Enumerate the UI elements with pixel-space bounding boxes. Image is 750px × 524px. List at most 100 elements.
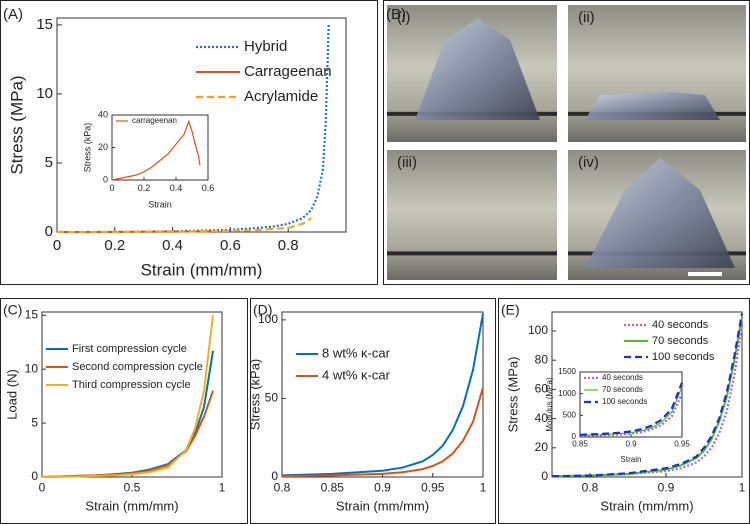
series-line: [281, 387, 484, 478]
y-tick-label: 5: [31, 415, 38, 429]
y-tick-label: 0: [572, 432, 577, 441]
legend-label: 70 seconds: [602, 385, 643, 394]
gel-sample: [415, 18, 540, 120]
x-tick-label: 0.8: [582, 481, 599, 495]
y-tick-label: 40: [98, 109, 108, 119]
y-tick-label: 500: [563, 410, 577, 419]
y-axis-label: Stress (MPa): [505, 357, 520, 433]
x-tick-label: 1: [480, 481, 487, 495]
y-tick-label: 60: [535, 382, 549, 396]
series-line: [57, 217, 312, 234]
y-axis-label: Stress (MPa): [7, 75, 26, 174]
series-line: [579, 393, 684, 437]
panel-label: (D): [253, 302, 272, 318]
x-tick-label: 0.2: [104, 237, 125, 254]
gel-sample: [585, 92, 720, 120]
x-axis-label: Strain: [148, 199, 172, 209]
y-tick-label: 0: [271, 469, 278, 483]
x-axis-label: Strain (mm/mm): [600, 498, 693, 513]
photo-label: (iv): [578, 154, 599, 171]
x-tick-label: 0.6: [220, 237, 241, 254]
photo: [387, 150, 557, 280]
x-tick-label: 0.9: [374, 481, 391, 495]
x-axis-label: Strain (mm/mm): [336, 498, 429, 513]
x-tick-label: 0.4: [170, 183, 183, 193]
x-tick-label: 1: [739, 481, 746, 495]
y-tick-label: 0: [31, 469, 38, 483]
y-tick-label: 20: [98, 142, 108, 152]
legend-label: Second compression cycle: [72, 361, 203, 373]
legend-label: 70 seconds: [652, 335, 709, 347]
inset-area: [579, 371, 683, 438]
panel-label: (B): [386, 6, 406, 23]
photo-label: (i): [397, 9, 410, 26]
x-tick-label: 0.4: [162, 237, 183, 254]
y-tick-label: 100: [258, 312, 278, 326]
y-tick-label: 10: [25, 361, 39, 375]
y-tick-label: 5: [45, 154, 53, 171]
y-tick-label: 0: [45, 223, 53, 240]
x-axis-label: Strain (mm/mm): [141, 260, 263, 279]
y-tick-label: 20: [535, 440, 549, 454]
gel-sample: [585, 158, 735, 268]
plot-area: [41, 311, 223, 478]
y-axis-label: Stress (kPa): [247, 359, 262, 431]
x-tick-label: 0: [109, 183, 114, 193]
legend-label: 100 seconds: [602, 397, 647, 406]
y-tick-label: 40: [535, 411, 549, 425]
legend-label: Third compression cycle: [72, 379, 191, 391]
x-tick-label: 1: [219, 481, 226, 495]
x-tick-label: 0.2: [138, 183, 151, 193]
x-tick-label: 0.95: [421, 481, 445, 495]
legend-label: 4 wt% κ-car: [322, 367, 391, 382]
legend-label: 40 seconds: [602, 373, 643, 382]
photo-label: (iii): [397, 154, 417, 171]
photo-label: (ii): [578, 9, 595, 26]
y-tick-label: 0: [103, 174, 108, 184]
y-tick-label: 10: [36, 85, 53, 102]
x-tick-label: 0.9: [625, 440, 637, 449]
x-axis-label: Strain (mm/mm): [85, 498, 178, 513]
panel-frame: [0, 0, 378, 285]
legend-label: First compression cycle: [72, 343, 187, 355]
series-line: [551, 313, 744, 478]
y-axis-label: Stress (kPa): [82, 123, 92, 173]
y-tick-label: 0: [541, 469, 548, 483]
x-axis-label: Strain: [621, 455, 642, 464]
x-tick-label: 0.8: [278, 237, 299, 254]
panel-label: (C): [3, 302, 22, 318]
plot-area: [281, 311, 484, 478]
x-tick-label: 0: [53, 237, 61, 254]
series-line: [111, 119, 201, 181]
legend-label: carrageenan: [132, 116, 177, 125]
plot-area: [56, 17, 347, 233]
x-tick-label: 0.6: [202, 183, 215, 193]
panel-label: (A): [3, 6, 23, 23]
series-line: [41, 315, 214, 478]
series-line: [579, 382, 684, 436]
x-tick-label: 0.8: [274, 481, 291, 495]
legend-label: Carrageenan: [244, 63, 332, 80]
legend-label: 100 seconds: [652, 351, 715, 363]
panel-label: (E): [501, 302, 520, 318]
legend-label: Acrylamide: [244, 88, 318, 105]
photo-surface: [387, 251, 557, 256]
y-tick-label: 1500: [558, 367, 576, 376]
y-tick-label: 15: [25, 307, 39, 321]
legend-label: 8 wt% κ-car: [322, 345, 391, 360]
legend-label: Hybrid: [244, 38, 287, 55]
y-tick-label: 80: [535, 352, 549, 366]
scale-bar: [688, 272, 722, 276]
series-line: [281, 313, 484, 477]
x-tick-label: 0.95: [674, 440, 690, 449]
x-tick-label: 0.85: [321, 481, 345, 495]
x-tick-label: 0.85: [572, 440, 588, 449]
y-tick-label: 50: [265, 391, 279, 405]
x-tick-label: 0.9: [658, 481, 675, 495]
y-tick-label: 1000: [558, 389, 576, 398]
y-axis-label: Modulus (MPa): [545, 377, 554, 432]
legend-label: 40 seconds: [652, 319, 709, 331]
x-tick-label: 0.5: [124, 481, 141, 495]
y-tick-label: 15: [36, 16, 53, 33]
